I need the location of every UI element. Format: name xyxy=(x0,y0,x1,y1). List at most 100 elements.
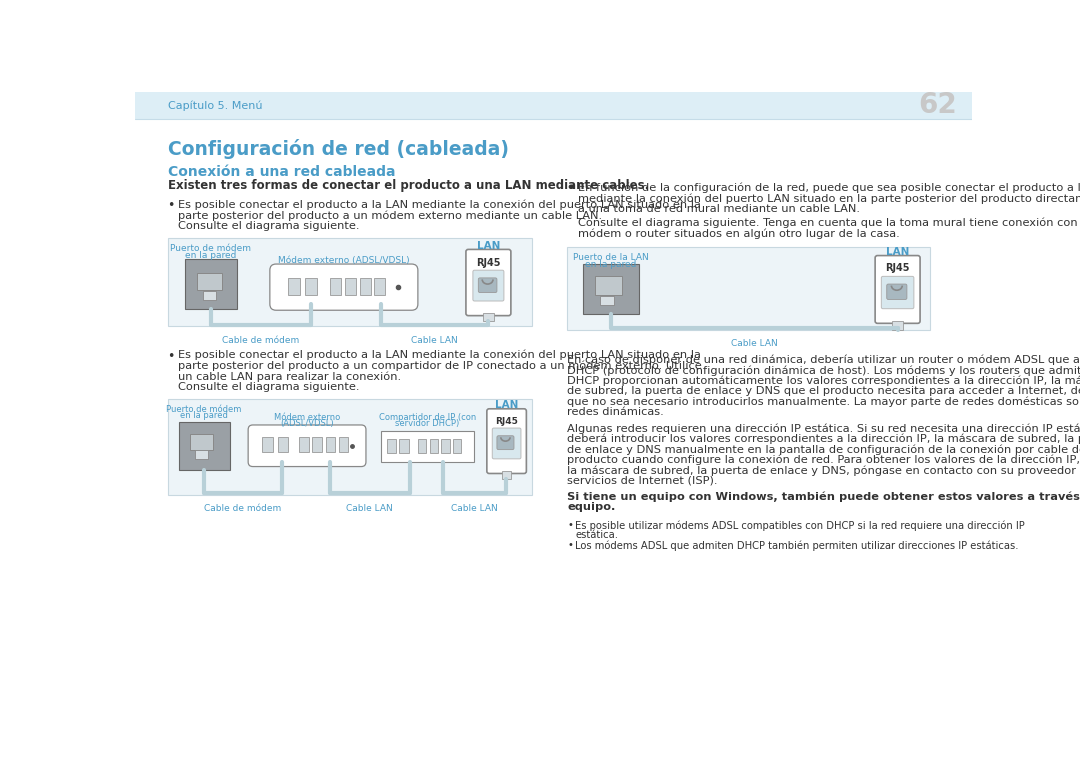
Text: •: • xyxy=(167,199,175,212)
Bar xyxy=(287,278,300,295)
Text: Consulte el diagrama siguiente. Tenga en cuenta que la toma mural tiene conexión: Consulte el diagrama siguiente. Tenga en… xyxy=(578,218,1080,228)
Text: Módem externo (ADSL/VDSL): Módem externo (ADSL/VDSL) xyxy=(278,256,409,266)
Text: Capítulo 5. Menú: Capítulo 5. Menú xyxy=(167,100,262,111)
Text: LAN: LAN xyxy=(476,240,500,250)
Text: •: • xyxy=(567,520,573,530)
Bar xyxy=(197,273,221,290)
Text: Es posible conectar el producto a la LAN mediante la conexión del puerto LAN sit: Es posible conectar el producto a la LAN… xyxy=(178,349,701,360)
Text: Cable LAN: Cable LAN xyxy=(731,340,778,349)
Text: de enlace y DNS manualmente en la pantalla de configuración de la conexión por c: de enlace y DNS manualmente en la pantal… xyxy=(567,444,1080,455)
Text: Cable LAN: Cable LAN xyxy=(347,504,393,513)
Bar xyxy=(203,291,216,300)
Bar xyxy=(430,439,438,452)
Text: equipo.: equipo. xyxy=(567,502,616,513)
Text: Es posible conectar el producto a la LAN mediante la conexión del puerto LAN sit: Es posible conectar el producto a la LAN… xyxy=(178,199,701,210)
Text: Cable de módem: Cable de módem xyxy=(221,336,299,345)
Text: RJ45: RJ45 xyxy=(476,257,501,268)
Bar xyxy=(380,431,474,462)
Bar xyxy=(441,439,449,452)
Text: LAN: LAN xyxy=(495,400,518,410)
Text: DHCP proporcionan automáticamente los valores correspondientes a la dirección IP: DHCP proporcionan automáticamente los va… xyxy=(567,375,1080,386)
Bar xyxy=(278,436,288,452)
Text: En función de la configuración de la red, puede que sea posible conectar el prod: En función de la configuración de la red… xyxy=(578,182,1080,193)
Bar xyxy=(418,439,427,452)
Bar xyxy=(305,278,318,295)
Bar xyxy=(387,439,396,452)
Text: Puerto de módem: Puerto de módem xyxy=(166,405,242,414)
Text: RJ45: RJ45 xyxy=(886,263,909,273)
Text: 62: 62 xyxy=(918,92,957,120)
Text: Es posible utilizar módems ADSL compatibles con DHCP si la red requiere una dire: Es posible utilizar módems ADSL compatib… xyxy=(576,520,1025,531)
Text: •: • xyxy=(567,182,575,195)
Text: LAN: LAN xyxy=(886,246,909,256)
Text: Puerto de la LAN: Puerto de la LAN xyxy=(573,253,649,262)
FancyBboxPatch shape xyxy=(487,409,526,474)
Text: Puerto de módem: Puerto de módem xyxy=(171,244,252,253)
Text: de subred, la puerta de enlace y DNS que el producto necesita para acceder a Int: de subred, la puerta de enlace y DNS que… xyxy=(567,386,1080,396)
FancyBboxPatch shape xyxy=(248,425,366,466)
Bar xyxy=(330,278,341,295)
FancyBboxPatch shape xyxy=(270,264,418,311)
Bar xyxy=(345,278,356,295)
FancyBboxPatch shape xyxy=(492,428,521,459)
Bar xyxy=(567,247,930,330)
Bar xyxy=(326,436,335,452)
Bar xyxy=(135,92,972,119)
Bar xyxy=(195,450,207,459)
Bar xyxy=(312,436,322,452)
Bar xyxy=(299,436,309,452)
Text: •: • xyxy=(567,540,573,550)
Text: Consulte el diagrama siguiente.: Consulte el diagrama siguiente. xyxy=(178,221,360,231)
Text: •: • xyxy=(167,349,175,362)
Text: Compartidor de IP (con: Compartidor de IP (con xyxy=(379,413,476,422)
Bar xyxy=(360,278,370,295)
FancyBboxPatch shape xyxy=(478,278,497,292)
Text: en la pared: en la pared xyxy=(585,260,636,269)
Text: Cable de módem: Cable de módem xyxy=(204,504,282,513)
Bar xyxy=(167,238,531,327)
Bar xyxy=(483,314,494,321)
Text: mediante la conexión del puerto LAN situado en la parte posterior del producto d: mediante la conexión del puerto LAN situ… xyxy=(578,193,1080,204)
Text: un cable LAN para realizar la conexión.: un cable LAN para realizar la conexión. xyxy=(178,371,402,382)
Text: estática.: estática. xyxy=(576,530,618,539)
Bar xyxy=(179,422,230,470)
Bar xyxy=(339,436,348,452)
Text: módem o router situados en algún otro lugar de la casa.: módem o router situados en algún otro lu… xyxy=(578,229,900,239)
Text: deberá introducir los valores correspondientes a la dirección IP, la máscara de : deberá introducir los valores correspond… xyxy=(567,434,1080,444)
Text: Cable LAN: Cable LAN xyxy=(451,504,498,513)
Text: (ADSL/VDSL): (ADSL/VDSL) xyxy=(280,419,334,428)
Text: Existen tres formas de conectar el producto a una LAN mediante cables.: Existen tres formas de conectar el produ… xyxy=(167,179,649,192)
Text: Si tiene un equipo con Windows, también puede obtener estos valores a través del: Si tiene un equipo con Windows, también … xyxy=(567,492,1080,503)
Text: Configuración de red (cableada): Configuración de red (cableada) xyxy=(167,140,509,159)
Text: Conexión a una red cableada: Conexión a una red cableada xyxy=(167,165,395,179)
Bar xyxy=(583,264,638,314)
Text: en la pared: en la pared xyxy=(180,411,228,420)
Bar xyxy=(167,399,531,495)
Text: producto cuando configure la conexión de red. Para obtener los valores de la dir: producto cuando configure la conexión de… xyxy=(567,455,1080,465)
Text: servidor DHCP): servidor DHCP) xyxy=(395,419,459,428)
Bar xyxy=(375,278,386,295)
Text: Consulte el diagrama siguiente.: Consulte el diagrama siguiente. xyxy=(178,382,360,392)
Bar xyxy=(453,439,461,452)
Bar xyxy=(595,276,622,295)
FancyBboxPatch shape xyxy=(465,250,511,316)
Bar xyxy=(600,295,613,305)
Text: En caso de disponer de una red dinámica, debería utilizar un router o módem ADSL: En caso de disponer de una red dinámica,… xyxy=(567,355,1080,365)
FancyBboxPatch shape xyxy=(875,256,920,324)
Text: que no sea necesario introducirlos manualmente. La mayor parte de redes doméstic: que no sea necesario introducirlos manua… xyxy=(567,397,1080,407)
FancyBboxPatch shape xyxy=(887,284,907,299)
Text: Cable LAN: Cable LAN xyxy=(410,336,458,345)
Text: Módem externo: Módem externo xyxy=(274,413,340,422)
Text: la máscara de subred, la puerta de enlace y DNS, póngase en contacto con su prov: la máscara de subred, la puerta de enlac… xyxy=(567,465,1080,475)
FancyBboxPatch shape xyxy=(497,436,514,449)
FancyBboxPatch shape xyxy=(881,276,914,309)
Text: DHCP (protocolo de configuración dinámica de host). Los módems y los routers que: DHCP (protocolo de configuración dinámic… xyxy=(567,365,1080,376)
Text: Los módems ADSL que admiten DHCP también permiten utilizar direcciones IP estáti: Los módems ADSL que admiten DHCP también… xyxy=(576,540,1018,551)
Bar xyxy=(262,436,273,452)
Text: RJ45: RJ45 xyxy=(495,417,517,426)
Bar xyxy=(185,259,238,310)
Text: parte posterior del producto a un módem externo mediante un cable LAN.: parte posterior del producto a un módem … xyxy=(178,210,603,221)
Text: redes dinámicas.: redes dinámicas. xyxy=(567,407,664,417)
Bar xyxy=(400,439,408,452)
Bar xyxy=(892,321,903,330)
